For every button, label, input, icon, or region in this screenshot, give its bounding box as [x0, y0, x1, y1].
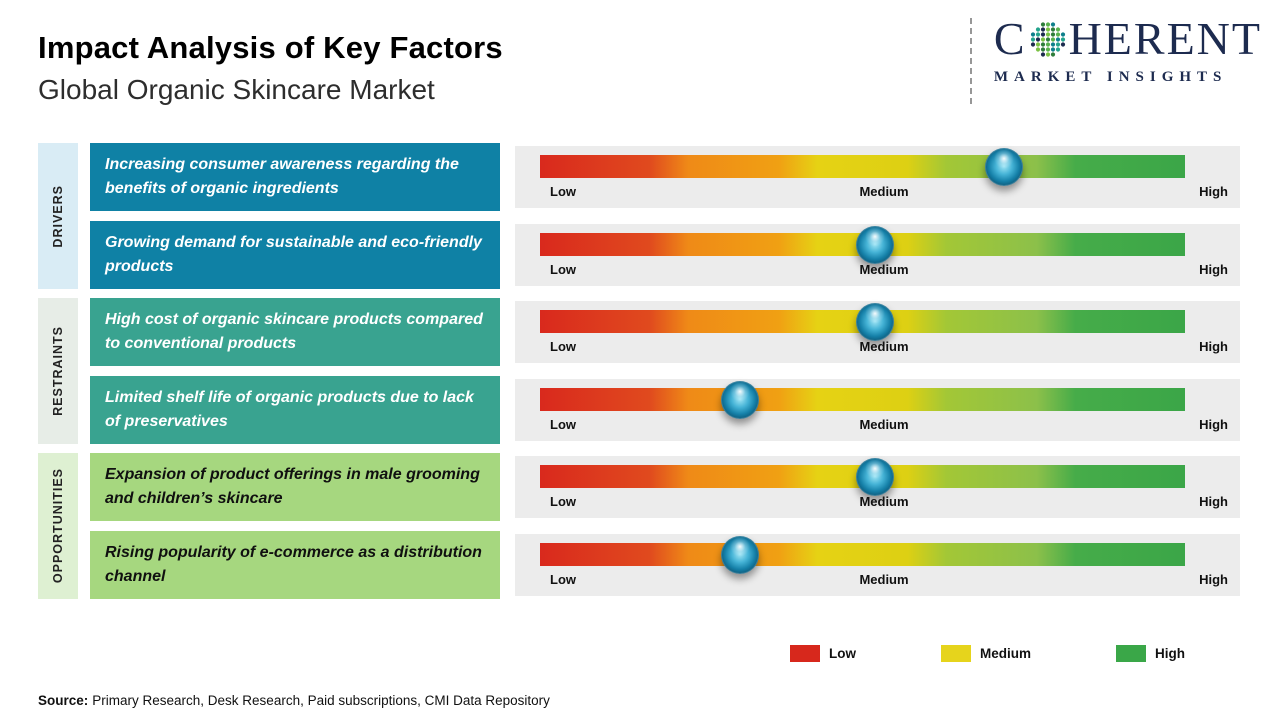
factor-text-box: Growing demand for sustainable and eco-f… — [90, 221, 500, 289]
logo-divider — [969, 18, 972, 104]
group-drivers: DRIVERS Increasing consumer awareness re… — [38, 143, 1242, 289]
gauge-labels: Low Medium High — [540, 494, 1228, 512]
gauge-labels: Low Medium High — [540, 572, 1228, 590]
gauge-label-low: Low — [550, 339, 576, 354]
gauge-label-low: Low — [550, 572, 576, 587]
legend-label: High — [1155, 646, 1185, 661]
legend-label: Medium — [979, 646, 1031, 661]
gauge-label-medium: Medium — [859, 184, 909, 199]
factor-text: Expansion of product offerings in male g… — [105, 466, 480, 507]
group-restraints: RESTRAINTS High cost of organic skincare… — [38, 298, 1242, 444]
gauge-label-medium: Medium — [859, 417, 909, 432]
factor-row: Increasing consumer awareness regarding … — [90, 143, 1242, 211]
gauge-bar — [540, 380, 1185, 419]
logo-text: C HERENT MARKET INSIGHTS — [994, 16, 1262, 86]
gauge-label-high: High — [1199, 184, 1228, 199]
gauge-bar — [540, 225, 1185, 264]
logo: C HERENT MARKET INSIGHTS — [969, 16, 1262, 104]
impact-gauge: Low Medium High — [515, 456, 1240, 518]
source-line: Source: Primary Research, Desk Research, … — [38, 693, 550, 708]
factor-text-box: Rising popularity of e-commerce as a dis… — [90, 531, 500, 599]
factor-text-box: Expansion of product offerings in male g… — [90, 453, 500, 521]
impact-gauge: Low Medium High — [515, 224, 1240, 286]
group-label-opportunities: OPPORTUNITIES — [38, 453, 78, 599]
legend-swatch-high — [1116, 645, 1146, 662]
legend-label: Low — [828, 646, 856, 661]
gauge-label-high: High — [1199, 494, 1228, 509]
logo-name-suffix: HERENT — [1068, 13, 1262, 64]
legend-item-medium: Medium — [940, 645, 1031, 662]
legend-item-high: High — [1116, 645, 1185, 662]
impact-marker — [720, 535, 759, 574]
legend-swatch-low — [789, 645, 820, 662]
factor-row: Growing demand for sustainable and eco-f… — [90, 221, 1242, 289]
gauge-labels: Low Medium High — [540, 417, 1228, 435]
group-label-text: DRIVERS — [51, 184, 65, 248]
page-title: Impact Analysis of Key Factors — [38, 30, 503, 65]
factor-text: High cost of organic skincare products c… — [105, 311, 483, 352]
logo-name: C HERENT — [994, 16, 1262, 62]
legend-swatch-medium — [940, 645, 971, 662]
gauge-label-low: Low — [550, 494, 576, 509]
gauge-label-low: Low — [550, 417, 576, 432]
group-label-text: OPPORTUNITIES — [51, 468, 65, 584]
globe-icon — [1029, 20, 1067, 58]
gauge-label-high: High — [1199, 572, 1228, 587]
gauge-bar — [540, 535, 1185, 574]
page-subtitle: Global Organic Skincare Market — [38, 74, 435, 105]
factor-text-box: Increasing consumer awareness regarding … — [90, 143, 500, 211]
logo-tagline: MARKET INSIGHTS — [993, 69, 1228, 85]
group-label-restraints: RESTRAINTS — [38, 298, 78, 444]
header: Impact Analysis of Key Factors Global Or… — [38, 30, 503, 106]
factor-text: Rising popularity of e-commerce as a dis… — [105, 544, 482, 585]
gauge-bar — [540, 147, 1185, 186]
gauge-bar — [540, 457, 1185, 496]
gauge-bar — [540, 302, 1185, 341]
gauge-label-medium: Medium — [859, 339, 909, 354]
legend: Low Medium High — [789, 645, 1185, 662]
factor-row: Rising popularity of e-commerce as a dis… — [90, 531, 1242, 599]
legend-item-low: Low — [789, 645, 856, 662]
gauge-label-medium: Medium — [859, 494, 909, 509]
gauge-label-low: Low — [550, 262, 576, 277]
group-opportunities: OPPORTUNITIES Expansion of product offer… — [38, 453, 1242, 599]
gauge-labels: Low Medium High — [540, 339, 1228, 357]
factor-text: Growing demand for sustainable and eco-f… — [105, 234, 482, 275]
gauge-label-high: High — [1199, 262, 1228, 277]
impact-marker — [856, 302, 895, 341]
factor-text-box: Limited shelf life of organic products d… — [90, 376, 500, 444]
gauge-labels: Low Medium High — [540, 262, 1228, 280]
source-text: Primary Research, Desk Research, Paid su… — [92, 693, 550, 708]
group-label-drivers: DRIVERS — [38, 143, 78, 289]
impact-gauge: Low Medium High — [515, 379, 1240, 441]
logo-name-prefix: C — [993, 13, 1027, 64]
impact-gauge: Low Medium High — [515, 146, 1240, 208]
factor-text-box: High cost of organic skincare products c… — [90, 298, 500, 366]
gauge-labels: Low Medium High — [540, 184, 1228, 202]
factor-row: Limited shelf life of organic products d… — [90, 376, 1242, 444]
gauge-label-medium: Medium — [859, 572, 909, 587]
impact-marker — [985, 147, 1024, 186]
factor-text: Limited shelf life of organic products d… — [105, 389, 474, 430]
impact-gauge: Low Medium High — [515, 301, 1240, 363]
impact-marker — [856, 225, 895, 264]
impact-gauge: Low Medium High — [515, 534, 1240, 596]
gauge-label-low: Low — [550, 184, 576, 199]
factor-text: Increasing consumer awareness regarding … — [105, 156, 459, 197]
impact-marker — [856, 457, 895, 496]
factor-row: High cost of organic skincare products c… — [90, 298, 1242, 366]
gauge-label-high: High — [1199, 417, 1228, 432]
factor-row: Expansion of product offerings in male g… — [90, 453, 1242, 521]
impact-marker — [720, 380, 759, 419]
source-label: Source: — [38, 693, 89, 708]
impact-analysis-chart: DRIVERS Increasing consumer awareness re… — [38, 143, 1242, 608]
gauge-label-high: High — [1199, 339, 1228, 354]
group-label-text: RESTRAINTS — [51, 326, 65, 416]
gauge-label-medium: Medium — [859, 262, 909, 277]
